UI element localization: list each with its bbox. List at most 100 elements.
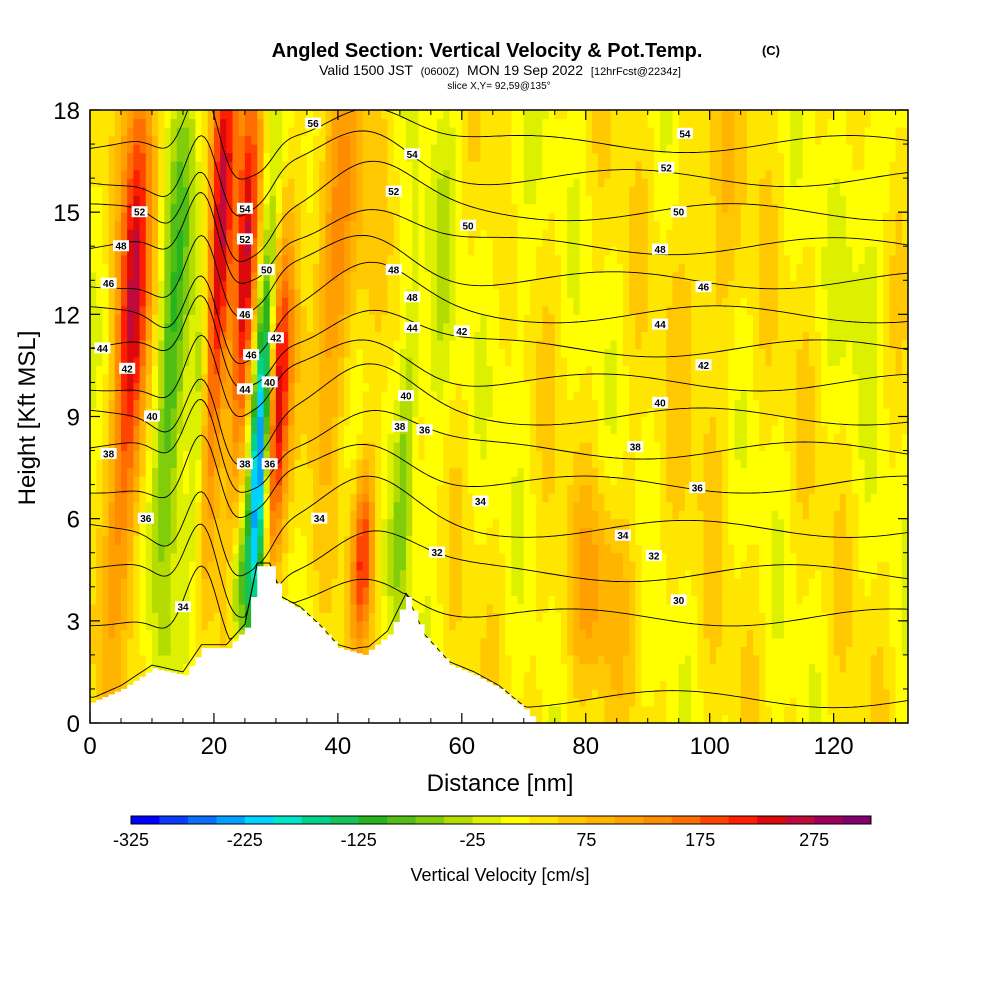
heatmap-cell (201, 459, 209, 469)
heatmap-cell (412, 314, 420, 324)
heatmap-cell (486, 220, 494, 230)
heatmap-cell (294, 450, 302, 460)
heatmap-cell (226, 416, 234, 426)
heatmap-cell (114, 195, 122, 205)
heatmap-cell (418, 220, 426, 230)
heatmap-cell (356, 254, 364, 264)
heatmap-cell (306, 399, 314, 409)
heatmap-cell (257, 195, 265, 205)
heatmap-cell (244, 110, 252, 120)
heatmap-cell (362, 646, 370, 656)
heatmap-cell (331, 127, 339, 137)
heatmap-cell (437, 314, 444, 324)
heatmap-cell (96, 459, 103, 469)
heatmap-cell (189, 331, 196, 341)
heatmap-cell (437, 271, 444, 281)
heatmap-cell (399, 348, 407, 358)
heatmap-cell (139, 561, 147, 571)
heatmap-cell (468, 373, 475, 384)
heatmap-cell (437, 127, 444, 137)
heatmap-cell (356, 152, 364, 162)
heatmap-cell (387, 433, 395, 443)
heatmap-cell (139, 110, 147, 120)
heatmap-cell (220, 535, 227, 545)
heatmap-cell (182, 365, 190, 375)
heatmap-cell (189, 569, 196, 579)
heatmap-cell (164, 467, 172, 477)
heatmap-cell (251, 493, 258, 503)
heatmap-cell (418, 229, 426, 239)
heatmap-cell (300, 314, 308, 324)
heatmap-cell (151, 382, 159, 392)
heatmap-cell (437, 646, 444, 656)
heatmap-cell (176, 229, 184, 239)
heatmap-cell (232, 135, 240, 145)
heatmap-cell (368, 535, 376, 545)
heatmap-cell (424, 195, 432, 205)
heatmap-cell (331, 433, 339, 443)
heatmap-cell (461, 467, 469, 477)
heatmap-cell (319, 467, 327, 477)
heatmap-cell (418, 271, 426, 281)
heatmap-cell (176, 654, 184, 664)
heatmap-cell (443, 339, 451, 349)
heatmap-cell (486, 425, 494, 435)
heatmap-cell (300, 288, 308, 298)
heatmap-cell (263, 186, 271, 196)
heatmap-cell (275, 254, 283, 264)
heatmap-cell (505, 254, 512, 264)
heatmap-cell (437, 365, 444, 375)
heatmap-cell (505, 535, 512, 545)
heatmap-cell (455, 501, 463, 511)
heatmap-cell (362, 433, 370, 443)
heatmap-cell (151, 450, 159, 460)
heatmap-cell (127, 390, 134, 401)
heatmap-cell (170, 186, 178, 196)
heatmap-cell (182, 305, 190, 315)
heatmap-cell (127, 654, 134, 664)
heatmap-cell (492, 373, 500, 384)
heatmap-cell (189, 586, 196, 596)
heatmap-cell (96, 569, 103, 579)
heatmap-cell (195, 535, 203, 545)
heatmap-cell (263, 118, 271, 128)
heatmap-cell (288, 493, 296, 503)
heatmap-cell (213, 169, 221, 179)
heatmap-cell (499, 510, 506, 520)
heatmap-cell (387, 246, 395, 256)
heatmap-cell (102, 144, 110, 154)
heatmap-cell (220, 373, 227, 384)
heatmap-cell (331, 382, 339, 392)
heatmap-cell (269, 237, 277, 247)
heatmap-cell (468, 203, 475, 213)
heatmap-cell (505, 331, 512, 341)
heatmap-cell (344, 297, 351, 307)
heatmap-cell (375, 425, 382, 435)
heatmap-cell (207, 476, 215, 486)
heatmap-cell (492, 654, 500, 664)
heatmap-cell (399, 569, 407, 579)
heatmap-cell (350, 450, 358, 460)
heatmap-cell (344, 373, 351, 384)
heatmap-cell (412, 501, 420, 511)
heatmap-cell (282, 110, 289, 120)
heatmap-cell (139, 501, 147, 511)
heatmap-cell (145, 629, 153, 639)
heatmap-cell (486, 476, 494, 486)
heatmap-cell (424, 161, 432, 171)
heatmap-cell (430, 407, 438, 418)
heatmap-cell (176, 280, 184, 290)
heatmap-cell (375, 629, 382, 639)
heatmap-cell (412, 433, 420, 443)
heatmap-cell (300, 195, 308, 205)
heatmap-cell (133, 450, 141, 460)
heatmap-cell (337, 186, 345, 196)
heatmap-cell (468, 365, 475, 375)
heatmap-cell (294, 237, 302, 247)
heatmap-cell (275, 229, 283, 239)
heatmap-cell (325, 552, 333, 562)
heatmap-cell (461, 476, 469, 486)
heatmap-cell (344, 561, 351, 571)
heatmap-cell (499, 161, 506, 171)
heatmap-cell (499, 671, 506, 682)
